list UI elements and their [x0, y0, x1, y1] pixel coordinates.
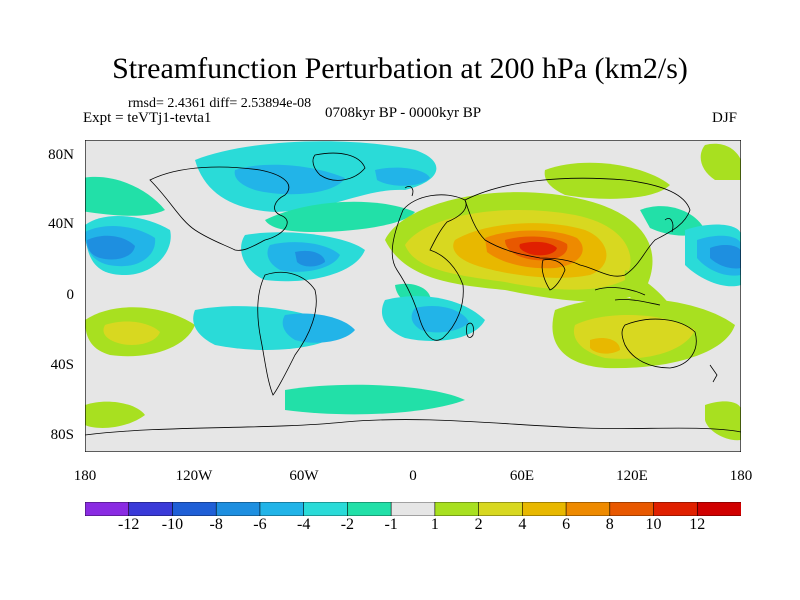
colorbar-label: -6 [253, 516, 267, 533]
season-label: DJF [712, 110, 738, 126]
colorbar-label: -2 [340, 516, 355, 533]
colorbar-swatch [609, 502, 655, 516]
colorbar-swatch [696, 502, 741, 516]
y-tick-40s: 40S [50, 357, 74, 373]
x-tick-180e: 180 [729, 468, 753, 484]
colorbar-swatch [303, 502, 349, 516]
west-pacific-blue [85, 215, 171, 275]
colorbar-swatch [259, 502, 305, 516]
colorbar-label: -10 [161, 516, 184, 533]
colorbar-swatch [390, 502, 436, 516]
y-tick-80s: 80S [50, 427, 74, 443]
colorbar-label: 2 [474, 516, 483, 533]
colorbar-swatch [215, 502, 261, 516]
y-tick-80n: 80N [48, 147, 74, 163]
colorbar-swatch [347, 502, 392, 516]
north-asia-green [544, 143, 741, 199]
x-tick-180w: 180 [73, 468, 97, 484]
colorbar-label: 12 [689, 516, 706, 533]
colorbar-swatch [478, 502, 524, 516]
x-tick-60e: 60E [509, 468, 535, 484]
colorbar-swatch [172, 502, 218, 516]
period-label: 0708kyr BP - 0000kyr BP [325, 105, 482, 121]
colorbar-swatch [85, 502, 130, 516]
x-tick-120e: 120E [616, 468, 648, 484]
central-pacific-blue [685, 224, 741, 287]
south-asia-high [385, 192, 653, 302]
colorbar-swatch [434, 502, 480, 516]
rmsd-diff-stats: rmsd= 2.4361 diff= 2.53894e-08 [128, 96, 312, 111]
colorbar-label: 10 [645, 516, 662, 533]
colorbar-label: 1 [430, 516, 439, 533]
streamfunction-map [85, 140, 741, 452]
x-tick-0: 0 [409, 468, 417, 484]
colorbar-label: 4 [518, 516, 527, 533]
y-tick-40n: 40N [48, 216, 74, 232]
colorbar-swatch [653, 502, 699, 516]
east-pacific-blue [241, 232, 365, 282]
colorbar-label: -12 [118, 516, 140, 533]
y-tick-0: 0 [66, 287, 75, 303]
southern-hemisphere [85, 296, 741, 441]
experiment-label: Expt = teVTj1-tevta1 [83, 110, 212, 126]
colorbar-swatch [565, 502, 611, 516]
colorbar-label: -1 [384, 516, 398, 533]
colorbar-swatch [128, 502, 174, 516]
colorbar [85, 502, 741, 516]
colorbar-swatch [522, 502, 567, 516]
colorbar-label: 6 [562, 516, 571, 533]
coastlines [85, 152, 741, 436]
colorbar-label: 8 [605, 516, 614, 533]
x-tick-120w: 120W [175, 468, 213, 484]
x-tick-60w: 60W [289, 468, 319, 484]
plot-title: Streamfunction Perturbation at 200 hPa (… [112, 52, 688, 85]
colorbar-label: -8 [209, 516, 223, 533]
north-cyan-band [85, 141, 437, 216]
colorbar-label: -4 [296, 516, 311, 533]
